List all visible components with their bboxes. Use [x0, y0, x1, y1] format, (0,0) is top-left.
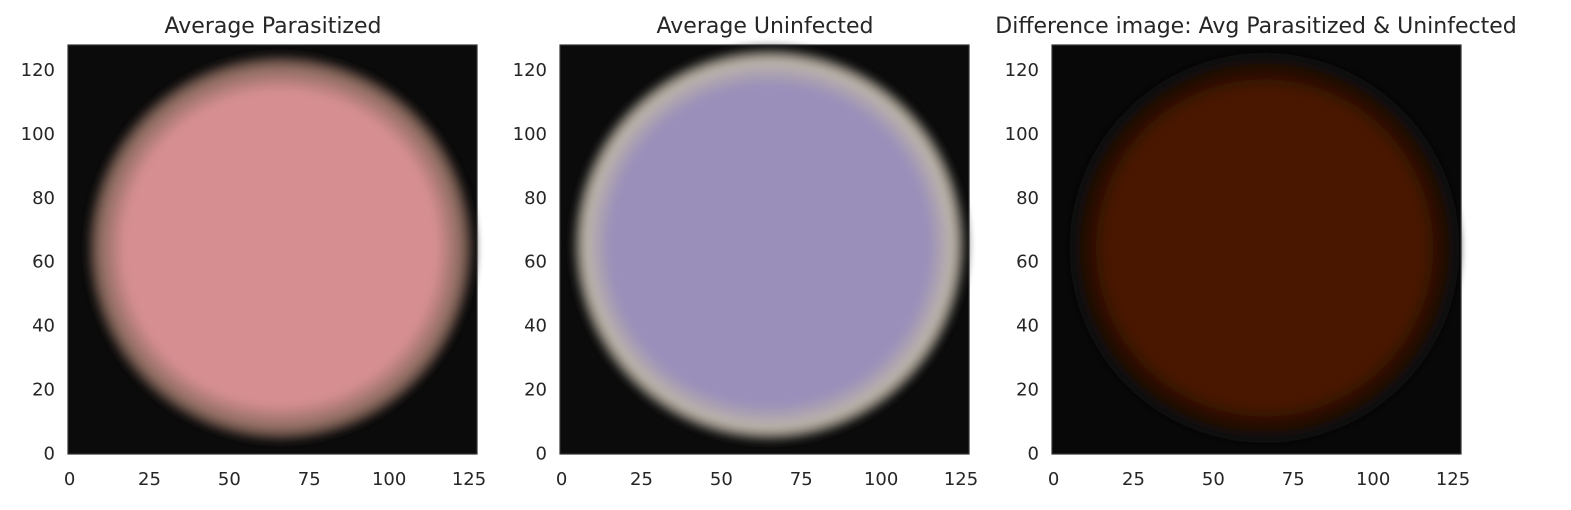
x-ticks: 0 25 50 75 100 125: [1048, 469, 1470, 490]
x-tick-label: 75: [1282, 469, 1305, 490]
panel-title: Difference image: Avg Parasitized & Unin…: [995, 14, 1516, 39]
y-tick-label: 100: [1005, 124, 1039, 145]
x-tick-label: 50: [710, 469, 733, 490]
y-tick-label: 60: [32, 252, 55, 273]
y-tick-label: 100: [513, 124, 547, 145]
y-tick-label: 100: [21, 124, 55, 145]
x-tick-label: 0: [556, 469, 567, 490]
x-tick-label: 100: [372, 469, 406, 490]
y-tick-label: 40: [32, 316, 55, 337]
y-tick-label: 0: [44, 443, 55, 464]
x-tick-label: 0: [64, 469, 75, 490]
y-tick-label: 0: [1028, 443, 1039, 464]
y-ticks: 0 20 40 60 80 100 120: [21, 60, 55, 464]
x-tick-label: 25: [1122, 469, 1145, 490]
y-tick-label: 120: [513, 60, 547, 81]
y-tick-label: 60: [524, 252, 547, 273]
x-tick-label: 0: [1048, 469, 1059, 490]
axes-frame: [1051, 44, 1462, 455]
y-tick-label: 40: [1016, 316, 1039, 337]
y-tick-label: 120: [21, 60, 55, 81]
x-tick-label: 125: [452, 469, 486, 490]
x-ticks: 0 25 50 75 100 125: [64, 469, 486, 490]
y-tick-label: 40: [524, 316, 547, 337]
x-tick-label: 100: [864, 469, 898, 490]
panel-title: Average Uninfected: [657, 14, 874, 39]
y-ticks: 0 20 40 60 80 100 120: [513, 60, 547, 464]
difference-image: [1052, 45, 1461, 454]
cell-disc: [571, 46, 968, 443]
x-tick-label: 125: [944, 469, 978, 490]
x-tick-label: 25: [138, 469, 161, 490]
cell-disc: [1069, 52, 1460, 443]
average-uninfected-image: [560, 45, 969, 454]
panel-title: Average Parasitized: [165, 14, 382, 39]
panel-average-uninfected: Average Uninfected 0 25 50 75 100 125 0 20 40 60…: [513, 14, 979, 490]
axes-frame: [67, 44, 478, 455]
average-parasitized-image: [68, 45, 477, 454]
x-tick-label: 100: [1356, 469, 1390, 490]
y-tick-label: 20: [1016, 379, 1039, 400]
y-tick-label: 80: [1016, 188, 1039, 209]
y-tick-label: 120: [1005, 60, 1039, 81]
cell-disc: [85, 52, 476, 443]
y-ticks: 0 20 40 60 80 100 120: [1005, 60, 1039, 464]
x-tick-label: 50: [218, 469, 241, 490]
x-tick-label: 75: [790, 469, 813, 490]
x-tick-label: 75: [298, 469, 321, 490]
panel-average-parasitized: Average Parasitized 0 25 50 75 100 125 0 20 40 6…: [21, 14, 487, 490]
x-tick-label: 50: [1202, 469, 1225, 490]
y-tick-label: 0: [536, 443, 547, 464]
y-tick-label: 20: [32, 379, 55, 400]
x-ticks: 0 25 50 75 100 125: [556, 469, 978, 490]
x-tick-label: 125: [1436, 469, 1470, 490]
x-tick-label: 25: [630, 469, 653, 490]
panel-difference-image: Difference image: Avg Parasitized & Unin…: [995, 14, 1516, 490]
y-tick-label: 60: [1016, 252, 1039, 273]
y-tick-label: 80: [524, 188, 547, 209]
axes-frame: [559, 44, 970, 455]
y-tick-label: 80: [32, 188, 55, 209]
y-tick-label: 20: [524, 379, 547, 400]
